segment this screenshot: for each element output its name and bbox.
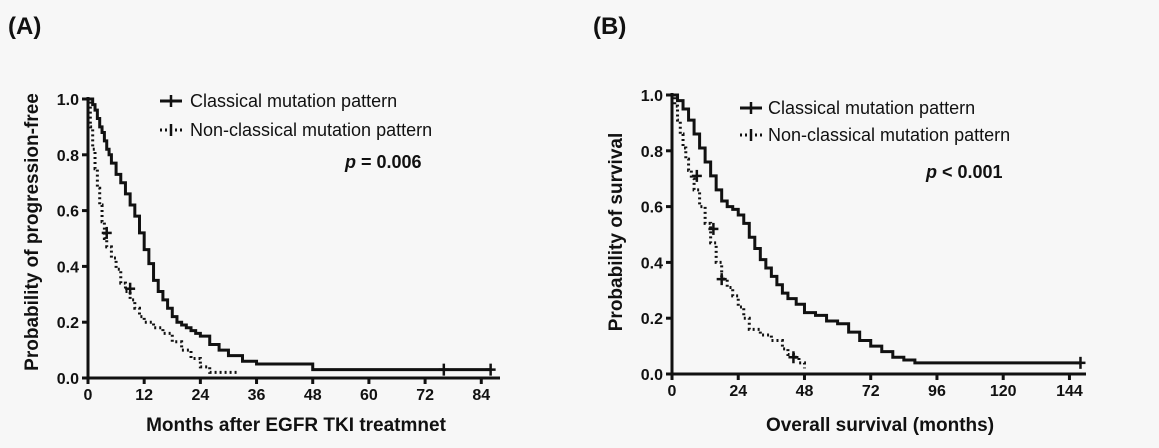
axes-b: 0.0 0.2 0.4 0.6 0.8 1.0 0 24 48 72 96 120 144	[641, 88, 1086, 400]
y-tick-label-b: 0.4	[641, 255, 663, 272]
legend-label-nonclassical-a: Non-classical mutation pattern	[190, 120, 432, 140]
legend-a: Classical mutation pattern Non-classical…	[160, 91, 432, 140]
x-tick-label-b: 96	[928, 383, 946, 400]
p-value-a: p = 0.006	[344, 152, 422, 172]
y-tick-label-b: 0.8	[641, 144, 663, 161]
axes-a: 0.0 0.2 0.4 0.6 0.8 1.0 0 12 24 36 48 60 72 84	[57, 92, 500, 404]
x-tick-label-a: 60	[360, 387, 378, 404]
y-tick-label-a: 0.6	[57, 204, 79, 221]
x-tick-label-a: 0	[84, 387, 93, 404]
y-tick-label-b: 1.0	[641, 88, 663, 105]
p-value-text-a: = 0.006	[356, 152, 422, 172]
y-tick-label-a: 0.8	[57, 148, 79, 165]
x-tick-label-a: 12	[135, 387, 153, 404]
legend-label-classical-b: Classical mutation pattern	[768, 98, 975, 118]
x-tick-label-a: 84	[472, 387, 490, 404]
panel-label-a: (A)	[8, 13, 41, 40]
curves-a	[88, 97, 496, 376]
y-tick-label-b: 0.6	[641, 200, 663, 217]
panel-b: (B) Probability of survival Overall surv…	[593, 13, 1086, 436]
y-axis-title-b: Probability of survival	[606, 133, 627, 332]
x-tick-label-b: 72	[862, 383, 880, 400]
y-tick-label-b: 0.2	[641, 311, 663, 328]
p-value-text-b: < 0.001	[937, 162, 1003, 182]
p-value-symbol-b: p	[925, 162, 937, 182]
x-axis-title-a: Months after EGFR TKI treatmnet	[146, 415, 446, 436]
p-value-b: p < 0.001	[925, 162, 1003, 182]
panel-a: (A) Probability of progression-free Mont…	[8, 13, 500, 436]
y-tick-label-b: 0.0	[641, 367, 663, 384]
x-tick-label-a: 72	[416, 387, 434, 404]
legend-label-classical-a: Classical mutation pattern	[190, 91, 397, 111]
x-axis-title-b: Overall survival (months)	[766, 415, 994, 436]
y-tick-label-a: 0.2	[57, 315, 79, 332]
classical-curve-b	[672, 93, 1081, 365]
y-tick-label-a: 0.4	[57, 259, 79, 276]
y-tick-label-a: 1.0	[57, 92, 79, 109]
x-tick-label-a: 24	[191, 387, 209, 404]
legend-b: Classical mutation pattern Non-classical…	[740, 98, 1010, 145]
y-tick-label-a: 0.0	[57, 371, 79, 388]
classical-curve-a	[88, 97, 491, 372]
y-axis-title-a: Probability of progression-free	[22, 93, 43, 371]
x-tick-label-b: 144	[1056, 383, 1083, 400]
x-tick-label-b: 24	[729, 383, 747, 400]
x-tick-label-b: 120	[990, 383, 1017, 400]
p-value-symbol-a: p	[344, 152, 356, 172]
curves-b	[672, 93, 1086, 369]
x-tick-label-b: 48	[796, 383, 814, 400]
nonclassical-curve-b	[672, 93, 806, 369]
x-tick-label-a: 36	[248, 387, 266, 404]
x-tick-label-a: 48	[304, 387, 322, 404]
nonclassical-curve-a	[88, 97, 238, 374]
legend-label-nonclassical-b: Non-classical mutation pattern	[768, 125, 1010, 145]
x-tick-label-b: 0	[668, 383, 677, 400]
panel-label-b: (B)	[593, 13, 626, 40]
